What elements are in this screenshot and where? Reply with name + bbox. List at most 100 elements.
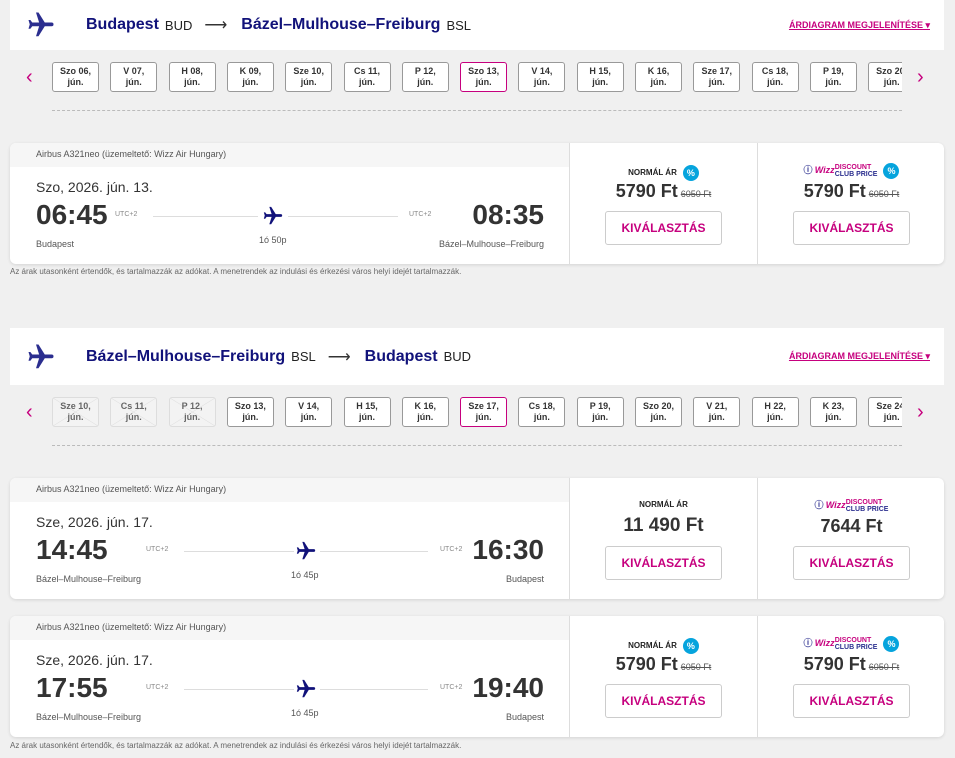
date-day-label: K 23,: [822, 401, 845, 411]
date-option[interactable]: Cs 18, jún.: [751, 62, 799, 92]
date-day-label: Cs 11,: [120, 401, 147, 411]
date-month-label: jún.: [825, 77, 842, 87]
date-option[interactable]: H 15, jún.: [576, 62, 624, 92]
date-month-label: jún.: [650, 77, 667, 87]
previous-dates-arrow-icon[interactable]: ‹: [26, 66, 33, 88]
normal-fare-label: NORMÁL ÁR%: [570, 638, 757, 654]
date-option: Sze 10, jún.: [52, 397, 99, 427]
info-icon[interactable]: ⓘ: [814, 500, 824, 510]
info-icon[interactable]: ⓘ: [803, 165, 813, 176]
date-day-label: P 19,: [822, 66, 844, 76]
arrow-right-icon: ⟶: [204, 17, 228, 34]
date-option[interactable]: H 15, jún.: [343, 397, 391, 427]
normal-fare-price: 5790 Ft 6050 Ft: [615, 181, 712, 201]
date-option[interactable]: K 16, jún.: [635, 62, 682, 92]
aircraft-info: Airbus A321neo (üzemeltető: Wizz Air Hun…: [10, 616, 569, 640]
route-header: Budapest BUD ⟶ Bázel–Mulhouse–Freiburg B…: [10, 0, 944, 50]
airplane-icon: [262, 205, 284, 227]
date-option[interactable]: V 21, jún.: [693, 397, 741, 427]
normal-fare-column: NORMÁL ÁR% 5790 Ft 6050 Ft KIVÁLASZTÁS: [569, 616, 757, 737]
arrival-time: 19:40: [472, 672, 544, 703]
select-normal-fare-button[interactable]: KIVÁLASZTÁS: [605, 546, 722, 580]
flight-date: Sze, 2026. jún. 17.: [36, 514, 153, 530]
club-fare-price: 5790 Ft 6050 Ft: [803, 181, 900, 201]
destination-code: BSL: [446, 17, 472, 33]
date-option[interactable]: Sze 10, jún.: [285, 62, 333, 92]
airplane-icon: [26, 10, 56, 40]
date-option[interactable]: P 12, jún.: [401, 62, 449, 92]
next-dates-arrow-icon[interactable]: ›: [917, 401, 924, 423]
date-option[interactable]: V 07, jún.: [110, 62, 158, 92]
info-icon[interactable]: ⓘ: [803, 638, 813, 649]
club-fare-column: ⓘ WizzDISCOUNT CLUB PRICE% 5790 Ft 6050 Ft…: [757, 616, 944, 737]
date-option[interactable]: Szo 13, jún.: [460, 62, 508, 92]
select-club-fare-button[interactable]: KIVÁLASZTÁS: [793, 211, 910, 245]
date-day-label: P 19,: [589, 401, 611, 411]
date-month-label: jún.: [475, 77, 492, 87]
date-option[interactable]: K 09, jún.: [226, 62, 274, 92]
date-option[interactable]: Szo 06, jún.: [52, 62, 99, 92]
select-club-fare-button[interactable]: KIVÁLASZTÁS: [793, 684, 910, 718]
date-month-label: jún.: [650, 412, 667, 422]
club-fare-column: ⓘ WizzDISCOUNT CLUB PRICE% 5790 Ft 6050 Ft…: [757, 143, 944, 264]
departure-place: Budapest: [36, 239, 75, 249]
date-option[interactable]: Sze 24, jún.: [868, 397, 902, 427]
club-fare-price: 7644 Ft: [820, 516, 883, 536]
date-option[interactable]: P 19, jún.: [809, 62, 857, 92]
next-dates-arrow-icon[interactable]: ›: [917, 66, 924, 88]
date-day-label: V 21,: [706, 401, 728, 411]
date-option[interactable]: Cs 18, jún.: [518, 397, 566, 427]
date-day-label: Szo 20,: [642, 401, 674, 411]
date-option: Cs 11, jún.: [110, 397, 158, 427]
date-option[interactable]: Szo 20, jún.: [635, 397, 682, 427]
date-day-label: Cs 11,: [353, 66, 381, 76]
previous-dates-arrow-icon[interactable]: ‹: [26, 401, 33, 423]
departure-place: Bázel–Mulhouse–Freiburg: [36, 712, 142, 722]
date-option[interactable]: Sze 17, jún.: [460, 397, 508, 427]
date-option[interactable]: P 19, jún.: [576, 397, 624, 427]
date-option[interactable]: Cs 11, jún.: [343, 62, 391, 92]
date-option[interactable]: H 08, jún.: [168, 62, 216, 92]
destination-city: Budapest: [364, 347, 438, 365]
date-month-label: jún.: [125, 77, 142, 87]
date-day-label: Cs 18,: [761, 66, 789, 76]
price-disclaimer: Az árak utasonként értendők, és tartalma…: [10, 267, 462, 276]
date-option[interactable]: Szo 20, jún.: [868, 62, 902, 92]
airplane-icon: [26, 342, 56, 372]
date-month-label: jún.: [825, 412, 842, 422]
date-day-label: K 16,: [414, 401, 437, 411]
date-option[interactable]: K 16, jún.: [401, 397, 449, 427]
date-day-label: Sze 17,: [701, 66, 733, 76]
date-day-label: Szo 20,: [876, 66, 902, 76]
date-option[interactable]: Sze 17, jún.: [693, 62, 741, 92]
flight-duration: 1ó 45p: [291, 708, 319, 718]
destination-code: BUD: [443, 349, 472, 364]
date-day-label: Cs 18,: [528, 401, 556, 411]
date-selector: ‹ Szo 06, jún. V 07, jún. H 08, jún. K 0…: [0, 62, 955, 94]
date-option[interactable]: V 14, jún.: [518, 62, 566, 92]
date-option[interactable]: H 22, jún.: [751, 397, 799, 427]
select-normal-fare-button[interactable]: KIVÁLASZTÁS: [605, 211, 722, 245]
arrival-timezone: UTC+2: [440, 546, 463, 553]
departure-time: 17:55: [36, 672, 108, 703]
select-club-fare-button[interactable]: KIVÁLASZTÁS: [793, 546, 910, 580]
date-month-label: jún.: [767, 412, 784, 422]
show-price-chart-link[interactable]: ÁRDIAGRAM MEGJELENÍTÉSE ▾: [788, 19, 930, 30]
date-option[interactable]: V 14, jún.: [285, 397, 333, 427]
old-price: 6050 Ft: [868, 189, 900, 199]
date-month-label: jún.: [708, 412, 725, 422]
flight-date: Sze, 2026. jún. 17.: [36, 652, 153, 668]
select-normal-fare-button[interactable]: KIVÁLASZTÁS: [605, 684, 722, 718]
date-option[interactable]: K 23, jún.: [809, 397, 857, 427]
club-fare-price: 5790 Ft 6050 Ft: [803, 654, 900, 674]
divider: [52, 110, 902, 111]
price-disclaimer: Az árak utasonként értendők, és tartalma…: [10, 741, 462, 750]
flight-date: Szo, 2026. jún. 13.: [36, 179, 153, 195]
date-month-label: jún.: [67, 412, 84, 422]
date-option[interactable]: Szo 13, jún.: [226, 397, 274, 427]
flight-card: Airbus A321neo (üzemeltető: Wizz Air Hun…: [10, 616, 944, 737]
date-option: P 12, jún.: [168, 397, 216, 427]
show-price-chart-link[interactable]: ÁRDIAGRAM MEGJELENÍTÉSE ▾: [788, 351, 930, 361]
discount-club-label: ⓘ WizzDISCOUNT CLUB PRICE: [814, 498, 889, 513]
discount-percent-icon: %: [883, 636, 900, 652]
